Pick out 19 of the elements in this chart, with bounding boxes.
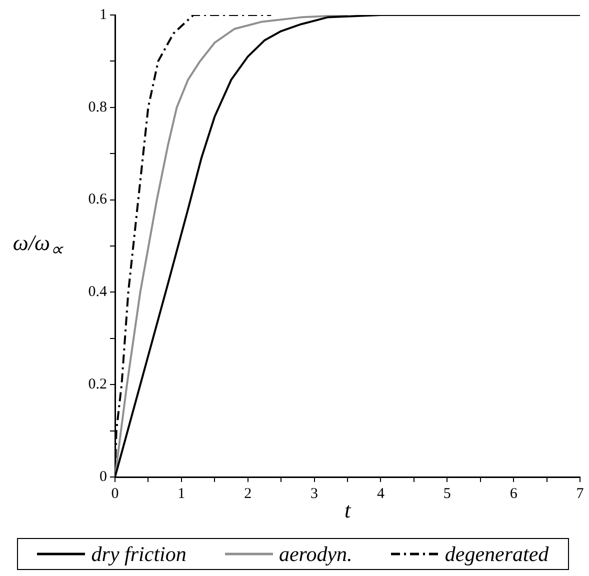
x-tick-label: 3 — [310, 486, 318, 502]
legend-label: degenerated — [444, 542, 549, 566]
y-tick-label: 0.8 — [88, 99, 107, 116]
x-tick-label: 2 — [244, 486, 252, 502]
x-tick-label: 7 — [576, 486, 584, 502]
x-axis-title: t — [344, 498, 352, 523]
y-tick-label: 0 — [100, 468, 107, 485]
x-tick-label: 4 — [376, 486, 385, 502]
y-tick-label: 0.4 — [88, 284, 108, 300]
x-tick-label: 5 — [443, 486, 451, 502]
y-tick-label: 0.2 — [88, 376, 107, 393]
y-axis-title: ω/ω$_{∝}$ — [12, 230, 64, 262]
y-tick-label: 0.6 — [88, 192, 108, 208]
legend-label: dry friction — [91, 542, 186, 566]
x-tick-label: 0 — [111, 486, 119, 502]
x-tick-label: 6 — [510, 486, 518, 502]
x-tick-label: 1 — [178, 486, 186, 502]
y-tick-label: 1 — [100, 6, 107, 23]
legend-label: aerodyn. — [278, 542, 352, 566]
